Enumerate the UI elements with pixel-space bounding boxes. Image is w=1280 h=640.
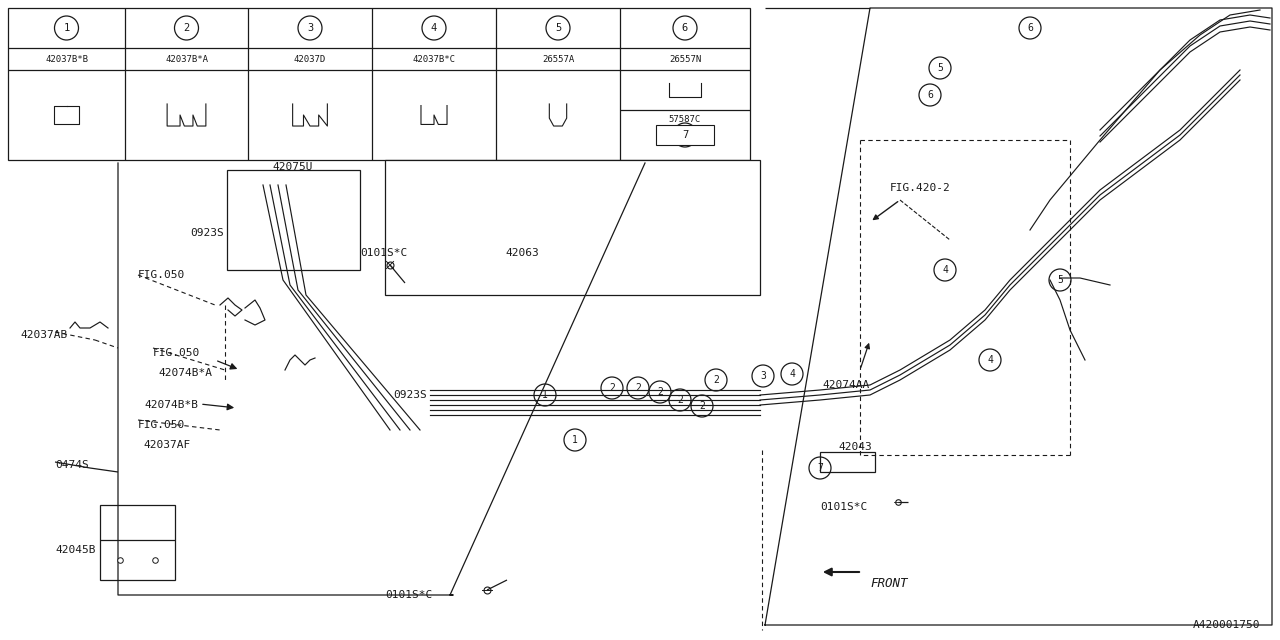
Text: 1: 1	[541, 390, 548, 400]
Text: 3: 3	[760, 371, 765, 381]
Text: 5: 5	[1057, 275, 1062, 285]
Text: 2: 2	[609, 383, 614, 393]
Text: 0474S: 0474S	[55, 460, 88, 470]
Text: A420001750: A420001750	[1193, 620, 1260, 630]
Text: 7: 7	[817, 463, 823, 473]
Text: FIG.050: FIG.050	[154, 348, 200, 358]
Text: 42043: 42043	[838, 442, 872, 452]
Text: 42037B*A: 42037B*A	[165, 54, 207, 63]
Text: FRONT: FRONT	[870, 577, 908, 590]
Text: 1: 1	[64, 23, 69, 33]
Text: 2: 2	[713, 375, 719, 385]
Bar	[385, 160, 760, 295]
Bar	[655, 125, 714, 145]
Text: 42063: 42063	[506, 248, 539, 258]
Text: 1: 1	[572, 435, 579, 445]
Text: FIG.050: FIG.050	[138, 420, 186, 430]
Text: 42074AA: 42074AA	[822, 380, 869, 390]
Text: 0923S: 0923S	[189, 228, 224, 238]
Bar	[100, 505, 175, 580]
Text: 42037D: 42037D	[294, 54, 326, 63]
Text: 3: 3	[307, 23, 314, 33]
Text: 2: 2	[183, 23, 189, 33]
Text: 57587C: 57587C	[669, 115, 701, 125]
Text: 4: 4	[431, 23, 438, 33]
Text: 42045B: 42045B	[55, 545, 96, 555]
Text: 42074B*A: 42074B*A	[157, 368, 212, 378]
Text: 7: 7	[682, 130, 689, 140]
Text: 5: 5	[937, 63, 943, 73]
Text: 42075U: 42075U	[273, 162, 314, 172]
Bar	[8, 8, 750, 160]
Text: 6: 6	[927, 90, 933, 100]
Text: 4: 4	[987, 355, 993, 365]
Text: 42037AB: 42037AB	[20, 330, 68, 340]
Text: 6: 6	[682, 23, 689, 33]
Text: 26557N: 26557N	[669, 54, 701, 63]
Text: FIG.420-2: FIG.420-2	[890, 183, 951, 193]
Text: 42037AF: 42037AF	[143, 440, 191, 450]
Text: 2: 2	[635, 383, 641, 393]
Text: 4: 4	[788, 369, 795, 379]
Text: 42074B*B: 42074B*B	[143, 400, 198, 410]
Text: 0101S*C: 0101S*C	[360, 248, 407, 258]
Text: 42037B*C: 42037B*C	[412, 54, 456, 63]
Text: FIG.050: FIG.050	[138, 270, 186, 280]
Text: 2: 2	[657, 387, 663, 397]
Bar	[227, 170, 360, 270]
Text: 2: 2	[677, 395, 684, 405]
Text: 42037B*B: 42037B*B	[45, 54, 88, 63]
Text: 5: 5	[554, 23, 561, 33]
Text: 0101S*C: 0101S*C	[385, 590, 433, 600]
Text: 0923S: 0923S	[393, 390, 426, 400]
Text: 4: 4	[942, 265, 948, 275]
Text: 0101S*C: 0101S*C	[820, 502, 868, 512]
Text: 6: 6	[1027, 23, 1033, 33]
Text: 2: 2	[699, 401, 705, 411]
Bar	[820, 452, 876, 472]
Text: 26557A: 26557A	[541, 54, 575, 63]
